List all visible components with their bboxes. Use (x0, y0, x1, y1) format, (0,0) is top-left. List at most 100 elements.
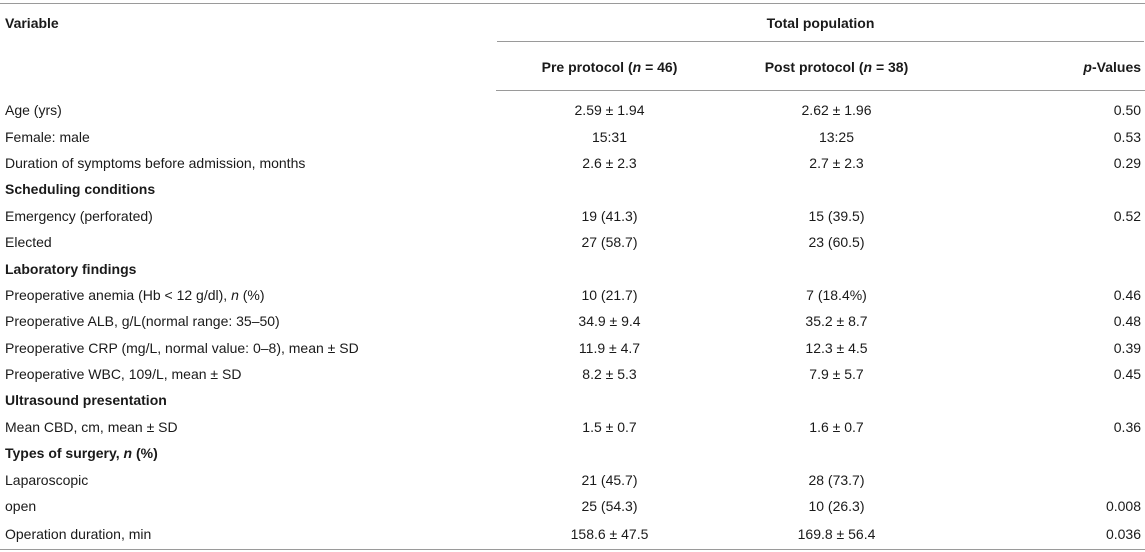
pre-protocol-cell: 1.5 ± 0.7 (582, 418, 637, 435)
section-label: Laboratory findings (5, 260, 137, 277)
column-header-p-values: p-Values (950, 43, 1145, 91)
pre-protocol-cell: 34.9 ± 9.4 (578, 313, 641, 330)
pre-protocol-cell: 15:31 (591, 128, 628, 145)
variable-cell: Preoperative ALB, g/L(normal range: 35–5… (5, 313, 280, 330)
p-value-cell: 0.36 (1113, 418, 1142, 435)
p-value-cell (950, 255, 1145, 281)
label-text: Types of surgery, (5, 445, 124, 462)
pre-protocol-cell: 27 (58.7) (581, 234, 638, 251)
post-protocol-value: = 38) (872, 58, 909, 75)
table-row: Operation duration, min 158.6 ± 47.5 169.8… (0, 519, 1145, 551)
post-protocol-cell: 23 (60.5) (808, 234, 865, 251)
pre-protocol-label: Pre protocol ( (541, 58, 633, 75)
table-row: Preoperative ALB, g/L(normal range: 35–5… (0, 308, 1145, 334)
table-row: Preoperative WBC, 109/L, mean ± SD 8.2 ± … (0, 361, 1145, 387)
pre-protocol-value: = 46) (641, 58, 678, 75)
p-value-cell: 0.29 (1113, 154, 1142, 171)
pre-protocol-cell (496, 440, 723, 466)
pre-protocol-cell (496, 387, 723, 413)
p-value-cell (950, 387, 1145, 413)
header-row-sub: Pre protocol (n = 46) Post protocol (n =… (0, 43, 1145, 91)
post-protocol-cell: 13:25 (818, 128, 855, 145)
table-row: Age (yrs) 2.59 ± 1.94 2.62 ± 1.96 0.50 (0, 91, 1145, 124)
label-italic: n (123, 445, 133, 462)
data-table: Variable Total population Pre protocol (… (0, 3, 1145, 551)
variable-cell: Emergency (perforated) (5, 207, 153, 224)
variable-cell: Laparoscopic (5, 471, 89, 488)
pre-protocol-cell: 25 (54.3) (581, 498, 638, 515)
column-header-variable: Variable (0, 3, 496, 91)
post-protocol-cell: 169.8 ± 56.4 (723, 519, 950, 551)
p-value-cell: 0.53 (1113, 128, 1142, 145)
p-italic: p (1083, 58, 1092, 75)
variable-cell: Female: male (5, 128, 90, 145)
post-protocol-cell: 2.62 ± 1.96 (801, 102, 872, 119)
post-protocol-cell: 1.6 ± 0.7 (809, 418, 864, 435)
label-italic: n (231, 286, 239, 303)
variable-cell: Elected (5, 234, 52, 251)
post-protocol-cell: 28 (73.7) (808, 471, 865, 488)
table-header: Variable Total population Pre protocol (… (0, 3, 1145, 91)
section-row: Scheduling conditions (0, 176, 1145, 202)
table-row: Mean CBD, cm, mean ± SD 1.5 ± 0.7 1.6 ± 0.… (0, 414, 1145, 440)
post-protocol-label: Post protocol ( (764, 58, 864, 75)
section-row: Types of surgery, n (%) (0, 440, 1145, 466)
p-value-cell: 0.48 (1113, 313, 1142, 330)
p-value-cell (950, 440, 1145, 466)
post-protocol-cell (723, 440, 950, 466)
pre-protocol-cell: 2.59 ± 1.94 (574, 102, 645, 119)
pre-protocol-cell (496, 255, 723, 281)
table-row: Emergency (perforated) 19 (41.3) 15 (39.5)… (0, 203, 1145, 229)
table-row: Elected 27 (58.7) 23 (60.5) (0, 229, 1145, 255)
post-protocol-cell: 35.2 ± 8.7 (805, 313, 868, 330)
post-protocol-cell: 7.9 ± 5.7 (809, 366, 864, 383)
p-value-cell: 0.45 (1113, 366, 1142, 383)
p-value-cell: 0.46 (1113, 286, 1142, 303)
table-row: Duration of symptoms before admission, m… (0, 150, 1145, 176)
post-protocol-cell: 7 (18.4%) (806, 286, 867, 303)
total-population-label: Total population (497, 5, 1145, 42)
pre-protocol-cell: 8.2 ± 5.3 (582, 366, 637, 383)
table-row: Preoperative anemia (Hb < 12 g/dl), n (%… (0, 282, 1145, 308)
pre-protocol-cell: 10 (21.7) (581, 286, 638, 303)
column-header-post-protocol: Post protocol (n = 38) (723, 43, 950, 91)
post-protocol-n: n (863, 58, 873, 75)
post-protocol-cell: 12.3 ± 4.5 (805, 339, 868, 356)
p-value-cell (950, 466, 1145, 492)
variable-cell: Duration of symptoms before admission, m… (5, 154, 306, 171)
post-protocol-cell (723, 387, 950, 413)
pre-protocol-cell (496, 176, 723, 202)
variable-cell: Preoperative anemia (Hb < 12 g/dl), n (%… (0, 282, 496, 308)
section-label: Types of surgery, n (%) (0, 440, 496, 466)
section-label: Scheduling conditions (5, 181, 156, 198)
table-row: Female: male 15:31 13:25 0.53 (0, 123, 1145, 149)
p-rest: -Values (1091, 58, 1142, 75)
variable-cell: Operation duration, min (0, 519, 496, 551)
section-row: Ultrasound presentation (0, 387, 1145, 413)
table-body: Age (yrs) 2.59 ± 1.94 2.62 ± 1.96 0.50 Femal… (0, 91, 1145, 551)
post-protocol-cell: 10 (26.3) (808, 498, 865, 515)
table-row: open 25 (54.3) 10 (26.3) 0.008 (0, 493, 1145, 519)
label-text-suffix: (%) (132, 445, 158, 462)
pre-protocol-cell: 19 (41.3) (581, 207, 638, 224)
p-value-cell: 0.50 (1113, 102, 1142, 119)
p-value-cell: 0.39 (1113, 339, 1142, 356)
post-protocol-cell (723, 176, 950, 202)
post-protocol-cell: 2.7 ± 2.3 (809, 154, 864, 171)
section-row: Laboratory findings (0, 255, 1145, 281)
pre-protocol-cell: 11.9 ± 4.7 (578, 339, 641, 356)
post-protocol-cell (723, 255, 950, 281)
pre-protocol-cell: 2.6 ± 2.3 (582, 154, 637, 171)
column-header-total-population: Total population (496, 3, 1145, 43)
variable-cell: Preoperative WBC, 109/L, mean ± SD (5, 366, 242, 383)
p-value-cell (950, 176, 1145, 202)
p-value-cell: 0.52 (1113, 207, 1142, 224)
table-row: Laparoscopic 21 (45.7) 28 (73.7) (0, 466, 1145, 492)
column-header-pre-protocol: Pre protocol (n = 46) (496, 43, 723, 91)
variable-cell: Age (yrs) (5, 101, 62, 118)
pre-protocol-cell: 21 (45.7) (581, 471, 638, 488)
label-text: Preoperative anemia (Hb < 12 g/dl), (5, 286, 232, 303)
section-label: Ultrasound presentation (5, 392, 167, 409)
table-row: Preoperative CRP (mg/L, normal value: 0–… (0, 335, 1145, 361)
